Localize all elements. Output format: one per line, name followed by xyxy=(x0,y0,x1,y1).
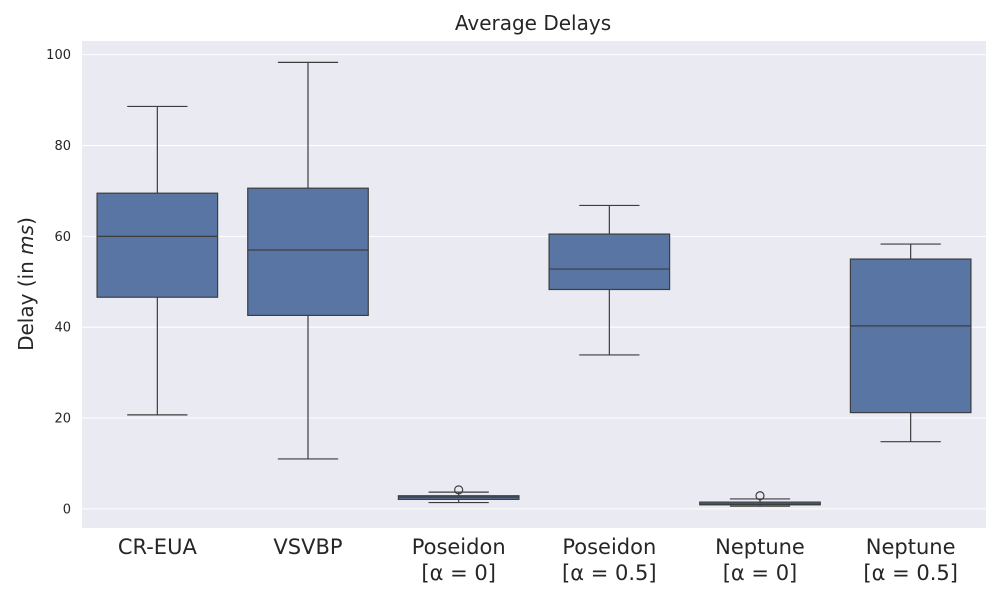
x-tick-label-line2: [α = 0.5] xyxy=(863,561,958,585)
x-tick-label-line2: [α = 0] xyxy=(723,561,798,585)
y-axis-label-unit: ms xyxy=(14,225,38,255)
outlier-point xyxy=(454,485,464,495)
x-tick-label: Poseidon xyxy=(562,535,656,559)
iqr-box xyxy=(548,233,671,291)
iqr-box xyxy=(96,192,219,298)
box-group xyxy=(96,105,219,416)
y-tick-label: 0 xyxy=(63,502,71,517)
x-tick-label: Neptune xyxy=(866,535,956,559)
y-axis-label: Delay (in ms) xyxy=(14,217,38,351)
gridlines xyxy=(82,54,986,510)
x-axis-ticks: CR-EUA VSVBP Poseidon[α = 0]Poseidon[α = 0… xyxy=(118,535,958,585)
x-tick-label-line2: [α = 0] xyxy=(421,561,496,585)
outlier-point xyxy=(755,491,765,501)
y-tick-label: 80 xyxy=(54,139,71,154)
y-axis-label-prefix: Delay (in xyxy=(14,255,38,351)
y-axis-label-suffix: ) xyxy=(14,217,38,225)
box-group xyxy=(548,204,671,356)
y-axis-ticks: 0 20 40 60 80 100 xyxy=(46,48,71,517)
y-tick-label: 60 xyxy=(54,230,71,245)
x-tick-label: VSVBP xyxy=(273,535,342,559)
y-tick-label: 20 xyxy=(54,412,71,427)
iqr-box xyxy=(247,187,369,316)
x-tick-label: CR-EUA xyxy=(118,535,198,559)
box-group xyxy=(397,485,520,504)
plot-area xyxy=(82,41,986,528)
box-group xyxy=(699,491,821,507)
iqr-box xyxy=(849,258,972,414)
y-tick-label: 100 xyxy=(46,48,71,63)
chart-title: Average Delays xyxy=(455,11,611,35)
x-tick-label: Poseidon xyxy=(412,535,506,559)
y-tick-label: 40 xyxy=(54,321,71,336)
boxes xyxy=(96,61,972,507)
x-tick-label-line2: [α = 0.5] xyxy=(562,561,657,585)
box-group xyxy=(849,243,972,443)
box-group xyxy=(247,61,369,460)
x-tick-label: Neptune xyxy=(715,535,805,559)
